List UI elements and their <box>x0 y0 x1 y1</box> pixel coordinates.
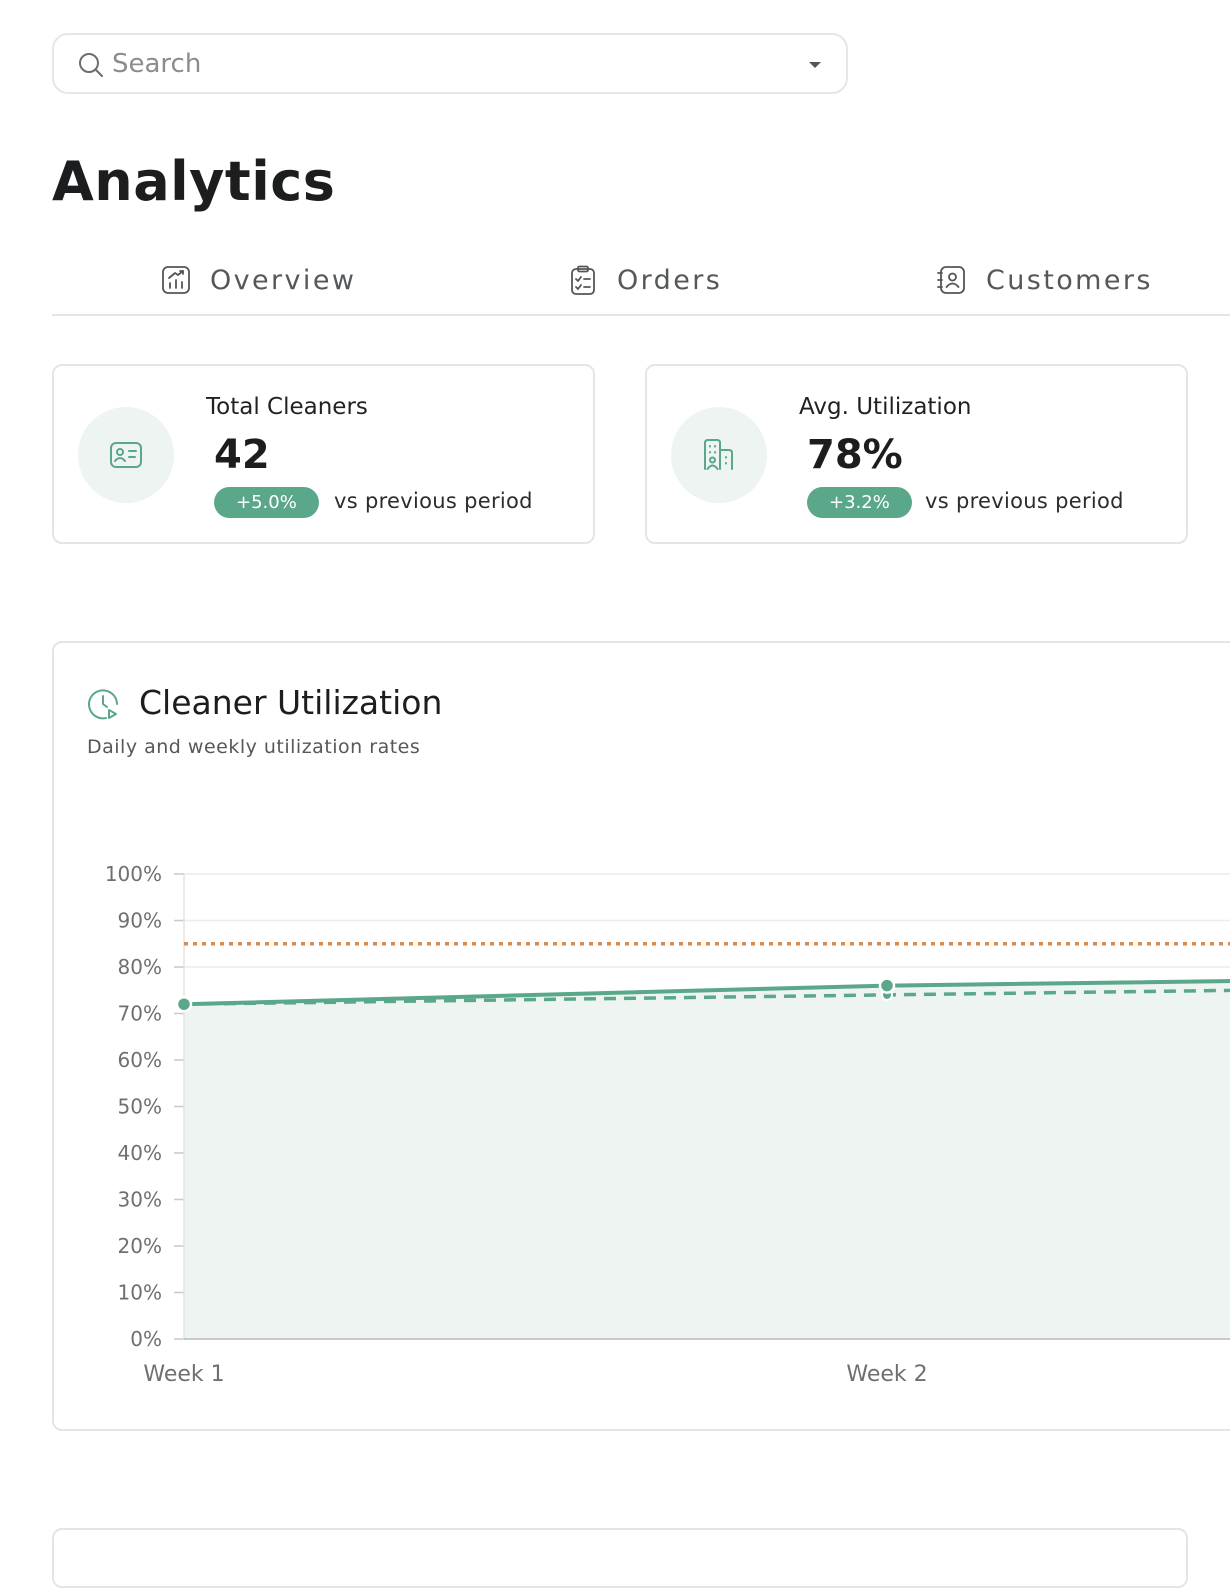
data-point <box>175 995 193 1013</box>
chart-icon <box>162 266 190 294</box>
y-tick-label: 100% <box>105 862 162 886</box>
dropdown-caret-icon[interactable] <box>809 62 821 68</box>
y-tick-label: 90% <box>118 909 162 933</box>
tab-bar: Overview Orders Customers <box>52 250 1230 316</box>
id-card-icon <box>110 442 142 468</box>
x-tick-label: Week 2 <box>846 1362 927 1387</box>
stat-value: 78% <box>807 432 903 478</box>
change-badge: +5.0% <box>214 487 319 518</box>
y-tick-label: 10% <box>118 1281 162 1305</box>
clipboard-icon <box>571 265 595 295</box>
search-icon <box>79 53 103 77</box>
compare-text: vs previous period <box>334 489 533 513</box>
building-icon <box>704 439 733 470</box>
clock-play-icon <box>88 689 118 720</box>
y-tick-label: 70% <box>118 1002 162 1026</box>
y-tick-label: 60% <box>118 1048 162 1072</box>
area-fill <box>184 981 1230 1339</box>
y-tick-label: 0% <box>130 1327 162 1351</box>
y-tick-label: 50% <box>118 1095 162 1119</box>
search-bar[interactable] <box>52 33 848 94</box>
chart-title: Cleaner Utilization <box>139 683 443 722</box>
compare-text: vs previous period <box>925 489 1124 513</box>
contact-icon <box>937 266 965 294</box>
y-tick-label: 80% <box>118 955 162 979</box>
data-point <box>878 977 896 994</box>
stat-icon-circle <box>78 407 174 503</box>
chart-card-cleaner-utilization: Cleaner Utilization Daily and weekly uti… <box>52 641 1230 1431</box>
y-tick-label: 20% <box>118 1234 162 1258</box>
tab-overview[interactable]: Overview <box>160 260 356 300</box>
next-card <box>52 1528 1188 1588</box>
y-tick-label: 30% <box>118 1188 162 1212</box>
tab-label: Orders <box>617 264 723 296</box>
tab-orders[interactable]: Orders <box>567 260 722 300</box>
utilization-chart: 0% 10% 20% 30% 40% 50% 60% 70% 80% 90% 100% Week 1 W… <box>105 862 1230 1387</box>
y-tick-label: 40% <box>118 1141 162 1165</box>
tab-label: Overview <box>210 264 357 296</box>
tab-label: Customers <box>986 264 1153 296</box>
stat-card-avg-utilization: Avg. Utilization 78% +3.2% vs previous p… <box>645 364 1188 544</box>
chart-subtitle: Daily and weekly utilization rates <box>87 736 421 758</box>
tab-customers[interactable]: Customers <box>936 260 1153 300</box>
change-badge: +3.2% <box>807 487 912 518</box>
search-input[interactable] <box>112 45 762 83</box>
page-title: Analytics <box>52 150 336 213</box>
stat-card-total-cleaners: Total Cleaners 42 +5.0% vs previous peri… <box>52 364 595 544</box>
stat-label: Avg. Utilization <box>799 394 972 420</box>
stat-label: Total Cleaners <box>206 394 368 420</box>
stat-value: 42 <box>214 432 270 478</box>
stat-icon-circle <box>671 407 767 503</box>
x-tick-label: Week 1 <box>143 1362 224 1387</box>
